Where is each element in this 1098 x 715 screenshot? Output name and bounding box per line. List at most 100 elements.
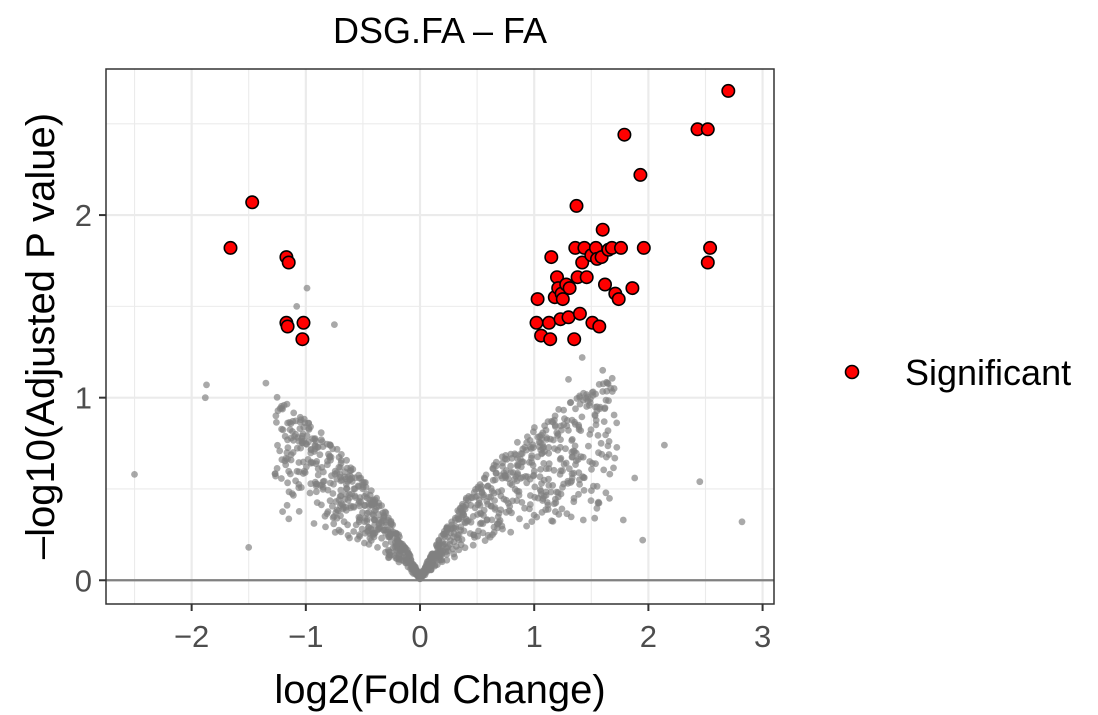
- x-axis-title: log2(Fold Change): [274, 668, 605, 712]
- nonsignificant-point: [480, 512, 487, 519]
- nonsignificant-point: [432, 555, 440, 562]
- significant-point: [595, 222, 610, 237]
- nonsignificant-point: [371, 521, 378, 529]
- nonsignificant-point: [613, 419, 621, 427]
- nonsignificant-point: [573, 395, 581, 402]
- y-tick-label: 1: [75, 381, 92, 416]
- nonsignificant-point: [335, 463, 343, 471]
- x-tick-label: −2: [174, 619, 209, 654]
- nonsignificant-point: [333, 445, 341, 453]
- significant-point: [562, 281, 577, 296]
- nonsignificant-point: [287, 470, 294, 478]
- nonsignificant-point: [567, 399, 575, 406]
- nonsignificant-point: [461, 518, 469, 526]
- nonsignificant-point: [485, 493, 493, 501]
- nonsignificant-point: [613, 444, 621, 451]
- nonsignificant-point: [567, 479, 574, 486]
- nonsignificant-point: [610, 411, 618, 419]
- nonsignificant-point: [271, 470, 279, 477]
- nonsignificant-point: [469, 541, 477, 549]
- significant-point: [555, 292, 570, 307]
- nonsignificant-point: [495, 519, 503, 526]
- nonsignificant-point: [478, 483, 486, 490]
- nonsignificant-point: [329, 502, 336, 510]
- nonsignificant-point: [282, 461, 290, 469]
- nonsignificant-point: [472, 486, 479, 493]
- nonsignificant-point: [316, 451, 324, 459]
- significant-point: [529, 315, 544, 330]
- nonsignificant-point: [346, 475, 354, 483]
- nonsignificant-point: [331, 528, 339, 536]
- nonsignificant-point: [457, 526, 465, 534]
- nonsignificant-point: [295, 484, 303, 492]
- nonsignificant-point: [559, 484, 566, 491]
- nonsignificant-point: [503, 467, 510, 474]
- nonsignificant-point: [337, 486, 345, 494]
- nonsignificant-point: [565, 465, 573, 473]
- nonsignificant-point: [553, 488, 560, 496]
- nonsignificant-point: [498, 487, 506, 494]
- nonsignificant-point: [567, 513, 575, 521]
- nonsignificant-point: [492, 469, 500, 477]
- nonsignificant-point: [545, 465, 553, 472]
- significant-point: [223, 240, 238, 255]
- nonsignificant-point: [524, 433, 531, 441]
- nonsignificant-point: [329, 490, 337, 497]
- significant-point: [561, 310, 576, 325]
- nonsignificant-point: [578, 413, 586, 421]
- nonsignificant-point: [310, 520, 318, 527]
- nonsignificant-point: [374, 544, 381, 551]
- nonsignificant-point: [593, 403, 601, 411]
- nonsignificant-point: [326, 497, 334, 505]
- significant-point: [575, 255, 590, 270]
- nonsignificant-point: [527, 443, 534, 451]
- legend: Significant: [844, 352, 1071, 393]
- nonsignificant-point: [444, 543, 452, 551]
- significant-point: [579, 270, 594, 285]
- nonsignificant-point: [604, 380, 612, 387]
- nonsignificant-point: [311, 442, 319, 450]
- nonsignificant-point: [551, 412, 559, 420]
- nonsignificant-point: [434, 543, 442, 551]
- nonsignificant-point: [539, 495, 547, 502]
- nonsignificant-point: [521, 443, 529, 451]
- nonsignificant-point: [545, 475, 552, 483]
- nonsignificant-point: [539, 441, 546, 449]
- nonsignificant-point: [361, 493, 368, 500]
- x-tick-label: −1: [288, 619, 323, 654]
- significant-point: [296, 315, 311, 330]
- nonsignificant-point: [505, 500, 512, 507]
- nonsignificant-point: [619, 516, 627, 524]
- nonsignificant-point: [586, 399, 594, 406]
- nonsignificant-point: [455, 514, 462, 522]
- nonsignificant-point: [599, 388, 607, 395]
- nonsignificant-point: [517, 463, 525, 471]
- nonsignificant-point: [544, 501, 552, 509]
- nonsignificant-point: [557, 467, 565, 475]
- nonsignificant-point: [330, 513, 338, 520]
- nonsignificant-point: [639, 536, 647, 544]
- nonsignificant-point: [514, 469, 521, 477]
- nonsignificant-point: [488, 516, 496, 524]
- nonsignificant-point: [516, 515, 523, 523]
- nonsignificant-point: [545, 482, 553, 489]
- nonsignificant-point: [299, 458, 307, 466]
- significant-point: [703, 240, 718, 255]
- nonsignificant-point: [298, 438, 306, 445]
- nonsignificant-point: [356, 514, 364, 522]
- nonsignificant-point: [324, 457, 331, 465]
- nonsignificant-point: [526, 475, 534, 483]
- y-axis-title: –log10(Adjusted P value): [19, 113, 63, 559]
- nonsignificant-point: [339, 505, 347, 513]
- nonsignificant-point: [245, 544, 253, 551]
- nonsignificant-point: [547, 488, 555, 496]
- nonsignificant-point: [336, 492, 344, 500]
- nonsignificant-point: [591, 411, 599, 419]
- nonsignificant-point: [593, 504, 601, 512]
- significant-point: [700, 255, 715, 270]
- x-tick-label: 3: [754, 619, 771, 654]
- nonsignificant-point: [452, 543, 460, 550]
- nonsignificant-point: [350, 528, 358, 535]
- significant-point: [617, 127, 632, 142]
